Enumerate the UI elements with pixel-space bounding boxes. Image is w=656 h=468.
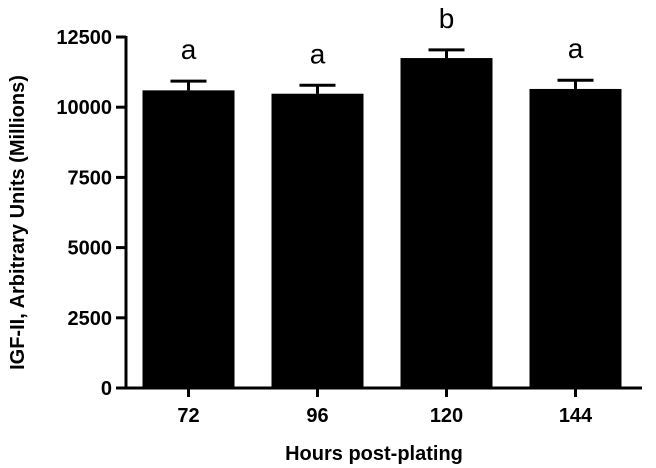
- y-tick-label: 2500: [68, 308, 113, 330]
- x-ticks: 72 96 120 144: [177, 388, 593, 427]
- significance-label-120: b: [439, 3, 455, 34]
- y-tick-label: 5000: [68, 238, 113, 260]
- y-tick-label: 0: [101, 378, 112, 400]
- x-axis: 72 96 120 144: [125, 386, 642, 427]
- significance-label-96: a: [310, 38, 326, 69]
- x-tick-label: 96: [306, 405, 328, 427]
- x-tick-label: 72: [177, 405, 199, 427]
- y-axis: 0 2500 5000 7500 10000 12500: [56, 27, 128, 400]
- y-ticks: 0 2500 5000 7500 10000 12500: [56, 27, 126, 400]
- x-axis-title: Hours post-plating: [285, 443, 463, 465]
- y-tick-label: 12500: [56, 27, 112, 49]
- significance-label-144: a: [568, 33, 584, 64]
- bar-96: [271, 93, 364, 388]
- y-tick-label: 10000: [56, 97, 112, 119]
- x-tick-label: 144: [559, 405, 593, 427]
- bar-144: [529, 88, 622, 388]
- bars: a a b a: [142, 3, 622, 389]
- bar-120: [400, 58, 493, 389]
- y-tick-label: 7500: [68, 167, 113, 189]
- bar-72: [142, 90, 235, 389]
- significance-label-72: a: [181, 34, 197, 65]
- y-axis-title: IGF-II, Arbitrary Units (Millions): [7, 75, 29, 370]
- x-tick-label: 120: [430, 405, 463, 427]
